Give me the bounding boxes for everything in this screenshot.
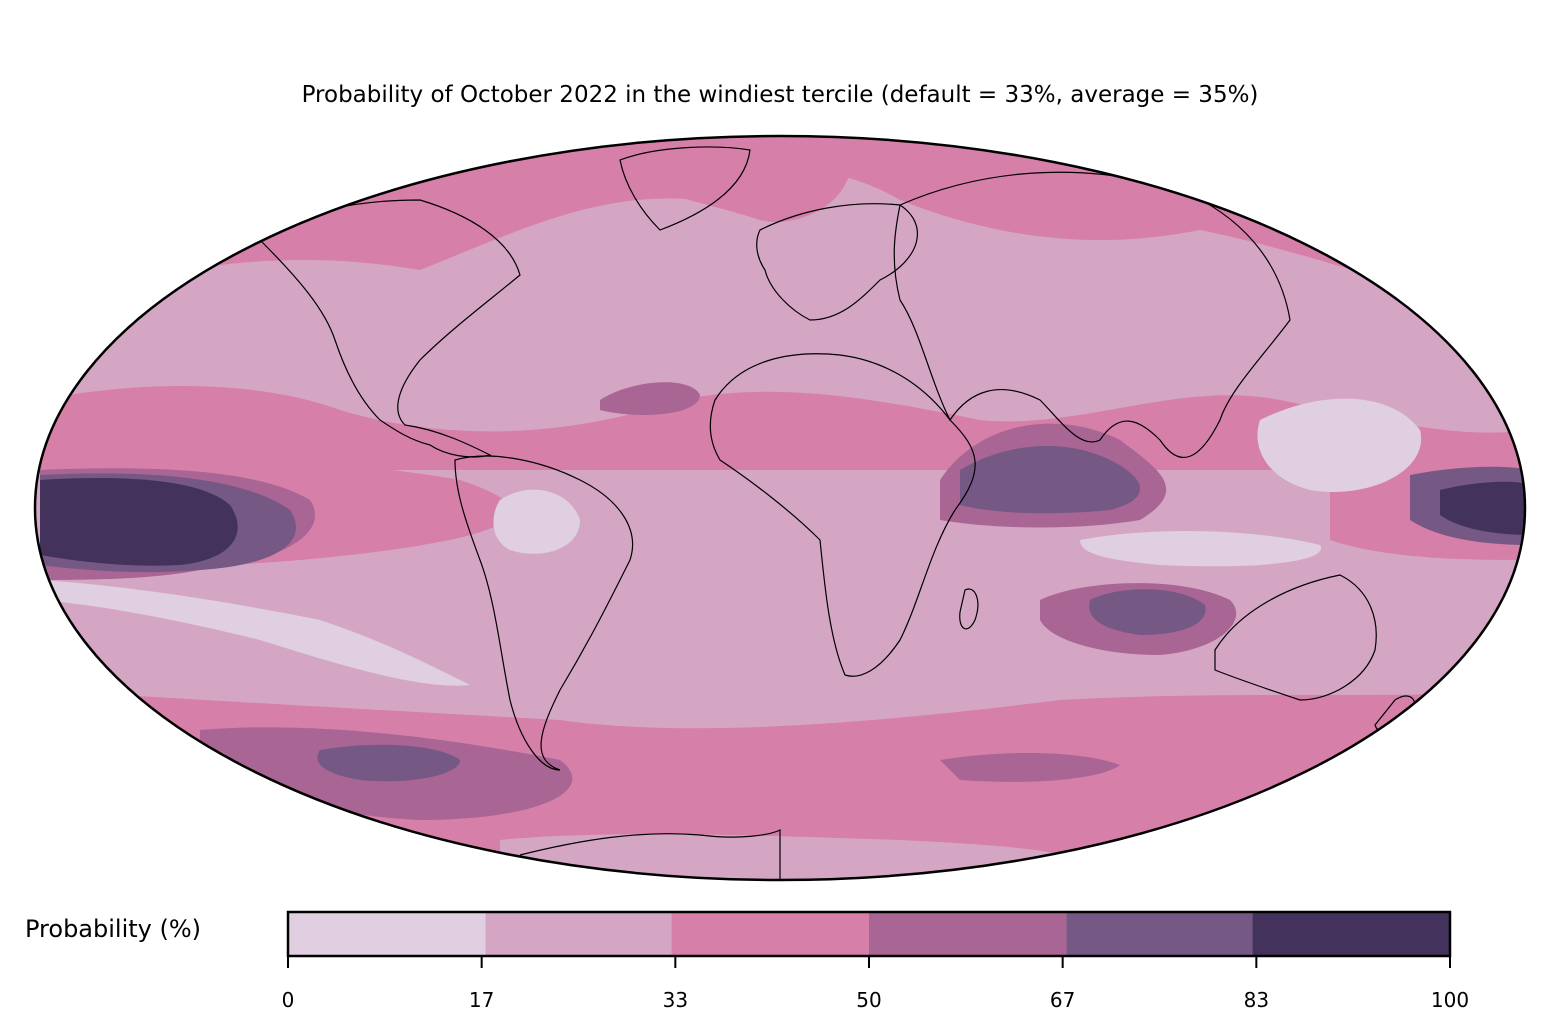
contour-light-south-america <box>493 489 580 554</box>
colorbar-bin-5 <box>1252 912 1450 956</box>
coastline-madagascar <box>959 588 979 630</box>
contour-indian-ocean-dark <box>960 446 1140 514</box>
contour-light-west-pacific <box>1257 398 1422 492</box>
colorbar-bin-1 <box>485 912 672 956</box>
contour-north-light <box>500 230 722 309</box>
colorbar-bin-4 <box>1066 912 1253 956</box>
coastline-antarctica <box>519 829 781 880</box>
colorbar-tick-label-1: 17 <box>468 988 495 1012</box>
contour-atlantic-purple <box>600 382 700 415</box>
coastline-europe <box>756 203 918 321</box>
contour-arctic-pink <box>560 140 852 222</box>
probability-field <box>35 136 1525 880</box>
coastline-south-america <box>454 455 634 771</box>
coastline-greenland <box>619 146 751 231</box>
colorbar-bin-2 <box>671 912 869 956</box>
contour-east-pacific-darkest <box>1440 481 1525 535</box>
contour-light-indonesia <box>1080 530 1322 567</box>
colorbar-tick-label-6: 100 <box>1430 988 1470 1012</box>
contour-south-darkpurple <box>317 744 460 782</box>
world-probability-map <box>33 134 1527 882</box>
colorbar-ticks <box>287 956 1451 968</box>
map-title: Probability of October 2022 in the windi… <box>301 82 1259 108</box>
colorbar-tick-label-2: 33 <box>662 988 689 1012</box>
colorbar-tick-label-3: 50 <box>856 988 882 1012</box>
contour-equator-darkest <box>40 478 238 566</box>
contour-light-south-pacific <box>40 580 470 686</box>
contour-south-pacific-dark <box>1089 589 1206 635</box>
coastline-africa <box>709 353 976 677</box>
colorbar-label: Probability (%) <box>25 915 202 943</box>
colorbar-bin-3 <box>869 912 1067 956</box>
contour-south-right-purple <box>940 753 1120 782</box>
colorbar-bin-0 <box>288 912 486 956</box>
coastline-australia <box>1214 574 1377 701</box>
coastline-north-america <box>259 199 521 458</box>
coastlines <box>259 146 1416 880</box>
colorbar-frame <box>286 910 1452 958</box>
contour-subtropic-north <box>40 386 1525 470</box>
globe-outline <box>33 134 1527 882</box>
colorbar-tick-label-4: 67 <box>1049 988 1076 1012</box>
colorbar-bins <box>288 912 1450 956</box>
colorbar-tick-label-0: 0 <box>281 988 295 1012</box>
colorbar-tick-label-5: 83 <box>1243 988 1270 1012</box>
